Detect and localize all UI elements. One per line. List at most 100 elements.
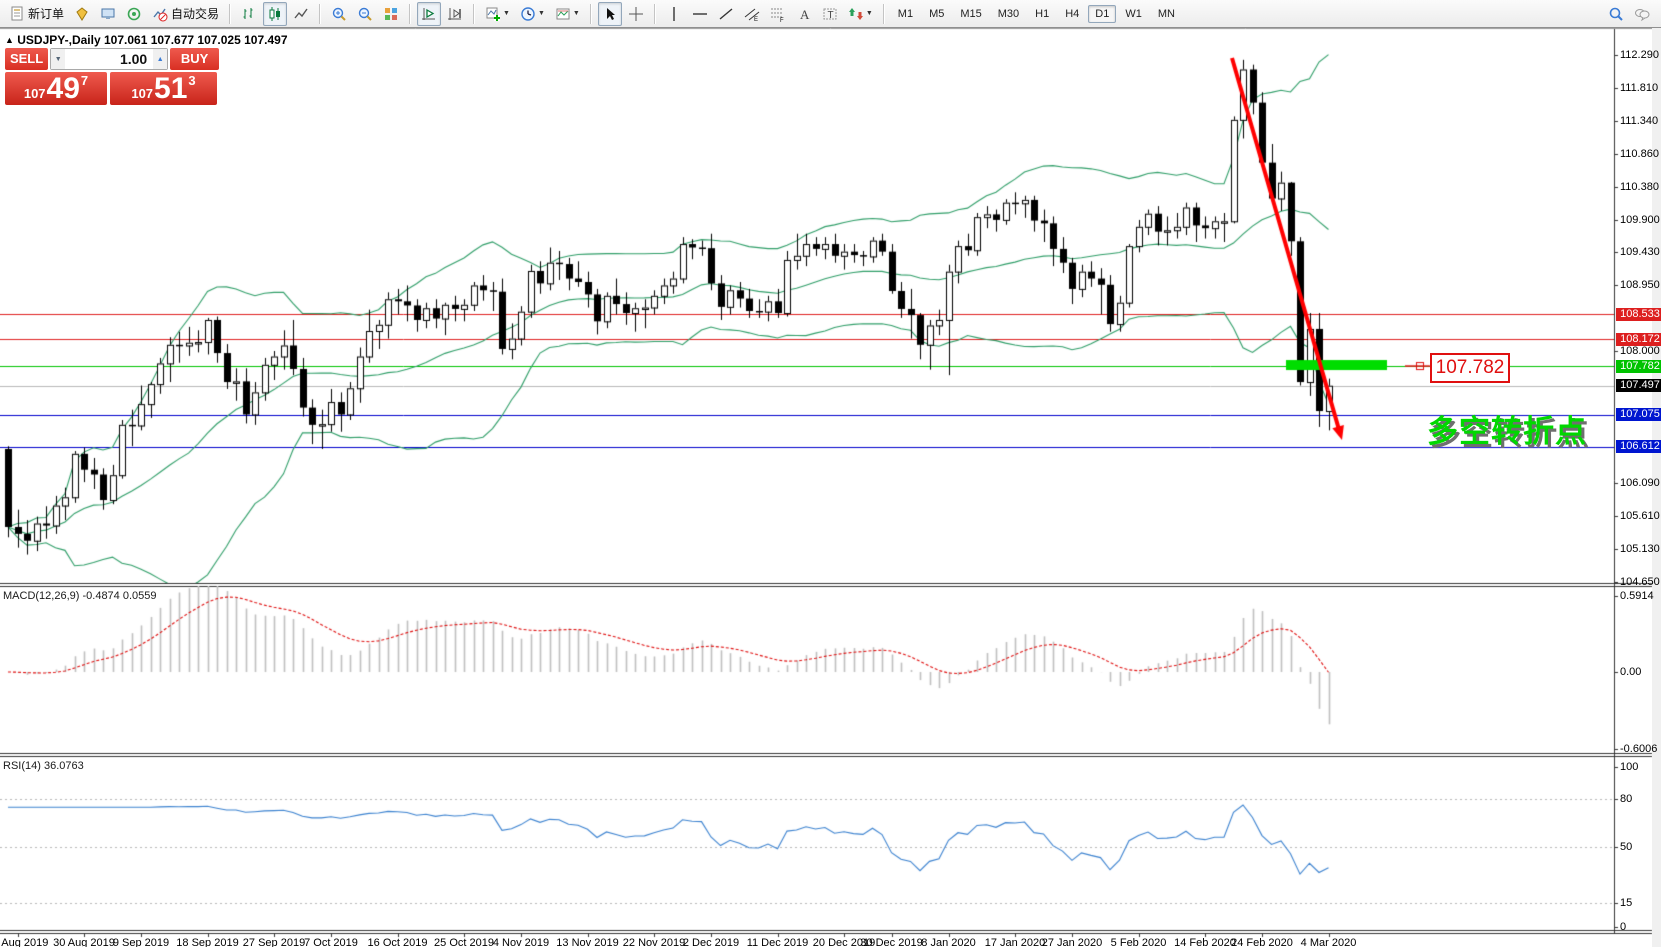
trendline-button[interactable]	[714, 2, 738, 26]
text-button[interactable]: A	[792, 2, 816, 26]
timeframe-button-m5[interactable]: M5	[929, 7, 945, 20]
date-axis-label: 30 Aug 2019	[53, 937, 115, 947]
date-axis-label: 20 Dec 2019	[812, 937, 876, 947]
line-chart-button[interactable]	[289, 2, 313, 26]
timeframe-button-m30[interactable]: M30	[997, 7, 1020, 20]
signals-button[interactable]	[122, 2, 146, 26]
timeframe-button-m15[interactable]: M15	[960, 7, 982, 20]
fibonacci-button[interactable]: F	[766, 2, 790, 26]
date-axis-label: 8 Jan 2020	[921, 937, 976, 947]
timeframe-button-h1[interactable]: H1	[1035, 7, 1050, 20]
buy-price-big: 51	[154, 72, 188, 105]
date-axis-label: 22 Nov 2019	[622, 937, 686, 947]
price-tag: 107.075	[1616, 408, 1661, 422]
buy-price-sup: 3	[188, 73, 196, 88]
toolbar-trade-group: 新订单 自动交易	[4, 2, 224, 26]
date-axis-label: 17 Jan 2020	[984, 937, 1046, 947]
toolbar-insert-group: ▼ ▼ ▼	[480, 2, 585, 26]
toolbar-zoom-group	[326, 2, 404, 26]
price-callout-label[interactable]: 107.782	[1430, 353, 1510, 383]
macd-axis-label: -0.6006	[1620, 742, 1658, 755]
cursor-button[interactable]	[597, 1, 622, 26]
buy-price[interactable]: 107 51 3	[110, 72, 217, 105]
templates-button[interactable]: ▼	[551, 2, 584, 26]
price-tag: 108.533	[1616, 307, 1661, 321]
channel-button[interactable]: E	[740, 2, 764, 26]
sell-price[interactable]: 107 49 7	[5, 72, 107, 105]
date-axis-label: 7 Oct 2019	[304, 937, 358, 947]
date-axis-label: 2 Dec 2019	[682, 937, 740, 947]
candlestick-icon	[267, 6, 283, 22]
chevron-down-icon: ▼	[503, 10, 510, 17]
new-order-button[interactable]: 新订单	[5, 2, 68, 26]
horizontal-line-icon	[692, 6, 708, 22]
tile-windows-icon	[383, 6, 399, 22]
turning-point-annotation[interactable]: 多空转折点	[1427, 414, 1587, 449]
price-axis-label: 105.130	[1620, 543, 1660, 556]
bar-chart-button[interactable]	[237, 2, 261, 26]
signal-icon	[126, 6, 142, 22]
timeframe-button-mn[interactable]: MN	[1157, 7, 1175, 20]
window-edge-strip	[1652, 28, 1661, 947]
market-watch-button[interactable]	[70, 2, 94, 26]
vertical-line-button[interactable]	[662, 2, 686, 26]
tile-windows-button[interactable]	[379, 2, 403, 26]
price-axis-label: 111.810	[1620, 82, 1659, 95]
chat-icon	[1634, 6, 1650, 22]
chart-shift-button[interactable]	[443, 2, 467, 26]
toolbar-separator	[653, 3, 656, 24]
new-order-icon	[9, 6, 25, 22]
zoom-in-icon	[331, 6, 347, 22]
autotrading-icon	[152, 6, 168, 22]
horizontal-line-button[interactable]	[688, 2, 712, 26]
fibonacci-icon: F	[770, 6, 786, 22]
buy-button[interactable]: BUY	[170, 48, 219, 70]
timeframe-button-w1[interactable]: W1	[1125, 7, 1142, 20]
volume-input[interactable]: 1.00	[119, 51, 148, 67]
zoom-out-button[interactable]	[353, 2, 377, 26]
chart-canvas[interactable]	[0, 28, 1661, 947]
symbol-ohlc-values: 107.061 107.677 107.025 107.497	[103, 33, 288, 47]
timeframe-button-m1[interactable]: M1	[897, 7, 914, 20]
toolbar-right-group	[1603, 2, 1655, 26]
price-axis-label: 104.650	[1620, 576, 1660, 589]
indicators-button[interactable]: ▼	[481, 2, 514, 26]
price-axis-label: 110.860	[1620, 147, 1659, 160]
clock-icon	[520, 6, 536, 22]
triangle-up-icon: ▲	[5, 35, 14, 45]
text-label-button[interactable]: T	[818, 2, 842, 26]
volume-up-button[interactable]: ▲	[153, 49, 168, 69]
terminal-button[interactable]	[96, 2, 120, 26]
date-axis-label: 27 Sep 2019	[242, 937, 306, 947]
crosshair-button[interactable]	[624, 2, 648, 26]
zoom-in-button[interactable]	[327, 2, 351, 26]
timeframe-button-d1[interactable]: D1	[1088, 4, 1117, 23]
toolbar-separator	[882, 3, 885, 24]
shapes-button[interactable]: ▼	[844, 2, 877, 26]
toolbar: 新订单 自动交易 ▼ ▼	[0, 0, 1661, 28]
volume-stepper: ▼ 1.00 ▲	[50, 48, 169, 70]
auto-scroll-icon	[421, 6, 437, 22]
volume-down-button[interactable]: ▼	[51, 49, 66, 69]
price-axis-label: 110.380	[1620, 180, 1659, 193]
chevron-down-icon: ▼	[537, 10, 545, 17]
cursor-icon	[602, 6, 618, 22]
candlestick-button[interactable]	[263, 1, 288, 26]
sell-button[interactable]: SELL	[5, 48, 49, 70]
rsi-axis-label: 80	[1620, 793, 1633, 805]
date-axis-label: 30 Dec 2019	[860, 937, 923, 947]
timeframe-button-h4[interactable]: H4	[1065, 7, 1080, 20]
chat-button[interactable]	[1630, 2, 1654, 26]
search-button[interactable]	[1604, 2, 1628, 26]
rsi-axis-label: 15	[1620, 897, 1633, 909]
date-axis-label: 25 Oct 2019	[434, 937, 494, 947]
price-tag: 106.612	[1616, 440, 1661, 454]
periods-button[interactable]: ▼	[516, 2, 549, 26]
vertical-line-icon	[666, 6, 682, 22]
rsi-label: RSI(14) 36.0763	[3, 760, 84, 772]
equidistant-channel-icon: E	[744, 6, 760, 22]
autotrading-button[interactable]: 自动交易	[148, 2, 223, 26]
toolbar-separator	[229, 3, 232, 24]
price-axis-label: 109.900	[1620, 213, 1660, 226]
auto-scroll-button[interactable]	[417, 1, 442, 26]
